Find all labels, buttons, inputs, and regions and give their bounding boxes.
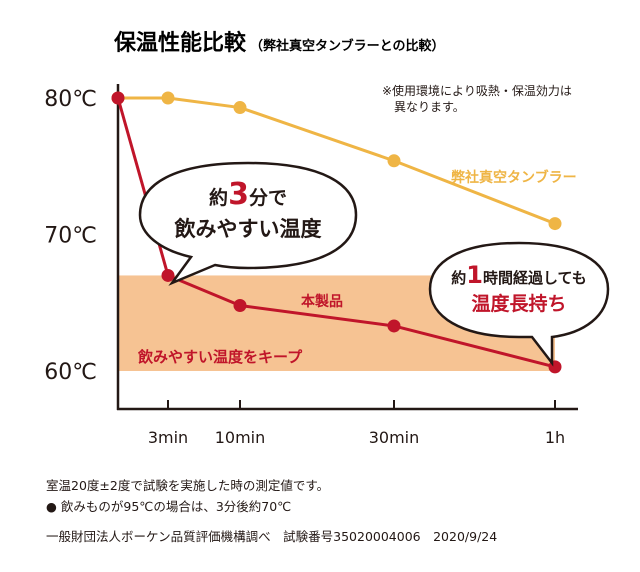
bubble-left-line-2: 飲みやすい温度 <box>174 217 322 241</box>
data-point <box>233 298 247 312</box>
y-tick-label: 60℃ <box>44 360 97 385</box>
data-point <box>387 319 401 333</box>
data-point <box>161 268 175 282</box>
x-tick-label: 10min <box>215 428 266 447</box>
bubble-right-line-2: 温度長持ち <box>471 292 566 315</box>
footnote-2: ● 飲みものが95℃の場合は、3分後約70℃ <box>46 499 291 514</box>
footnote-3: 一般財団法人ボーケン品質評価機構調べ 試験番号35020004006 2020/… <box>46 529 497 544</box>
data-point <box>387 154 401 168</box>
band-label: 飲みやすい温度をキープ <box>137 348 303 366</box>
chart-title: 保温性能比較 （弊社真空タンブラーとの比較） <box>113 30 445 56</box>
x-tick-label: 3min <box>148 428 188 447</box>
bubble-left: 約3分で 飲みやすい温度 <box>138 161 358 286</box>
y-tick-label: 80℃ <box>44 87 97 112</box>
data-point <box>548 217 562 231</box>
x-tick-label: 1h <box>545 428 565 447</box>
data-point <box>161 91 175 105</box>
bubble-left-line-1: 約3分で <box>209 177 287 212</box>
series-label-product: 本製品 <box>301 293 343 310</box>
bubble-right: 約1時間経過しても 温度長持ち <box>428 241 610 367</box>
note-line-1: ※使用環境により吸熱・保温効力は <box>382 83 572 98</box>
x-tick-label: 30min <box>369 428 420 447</box>
bubble-right-line-1: 約1時間経過しても <box>451 261 587 289</box>
note-line-2: 異なります。 <box>394 100 465 114</box>
y-tick-label: 70℃ <box>44 224 97 249</box>
data-point <box>233 101 247 115</box>
data-point <box>111 91 125 105</box>
footnote-1: 室温20度±2度で試験を実施した時の測定値です。 <box>46 478 329 493</box>
series-label-tumbler: 弊社真空タンブラー <box>451 169 577 186</box>
